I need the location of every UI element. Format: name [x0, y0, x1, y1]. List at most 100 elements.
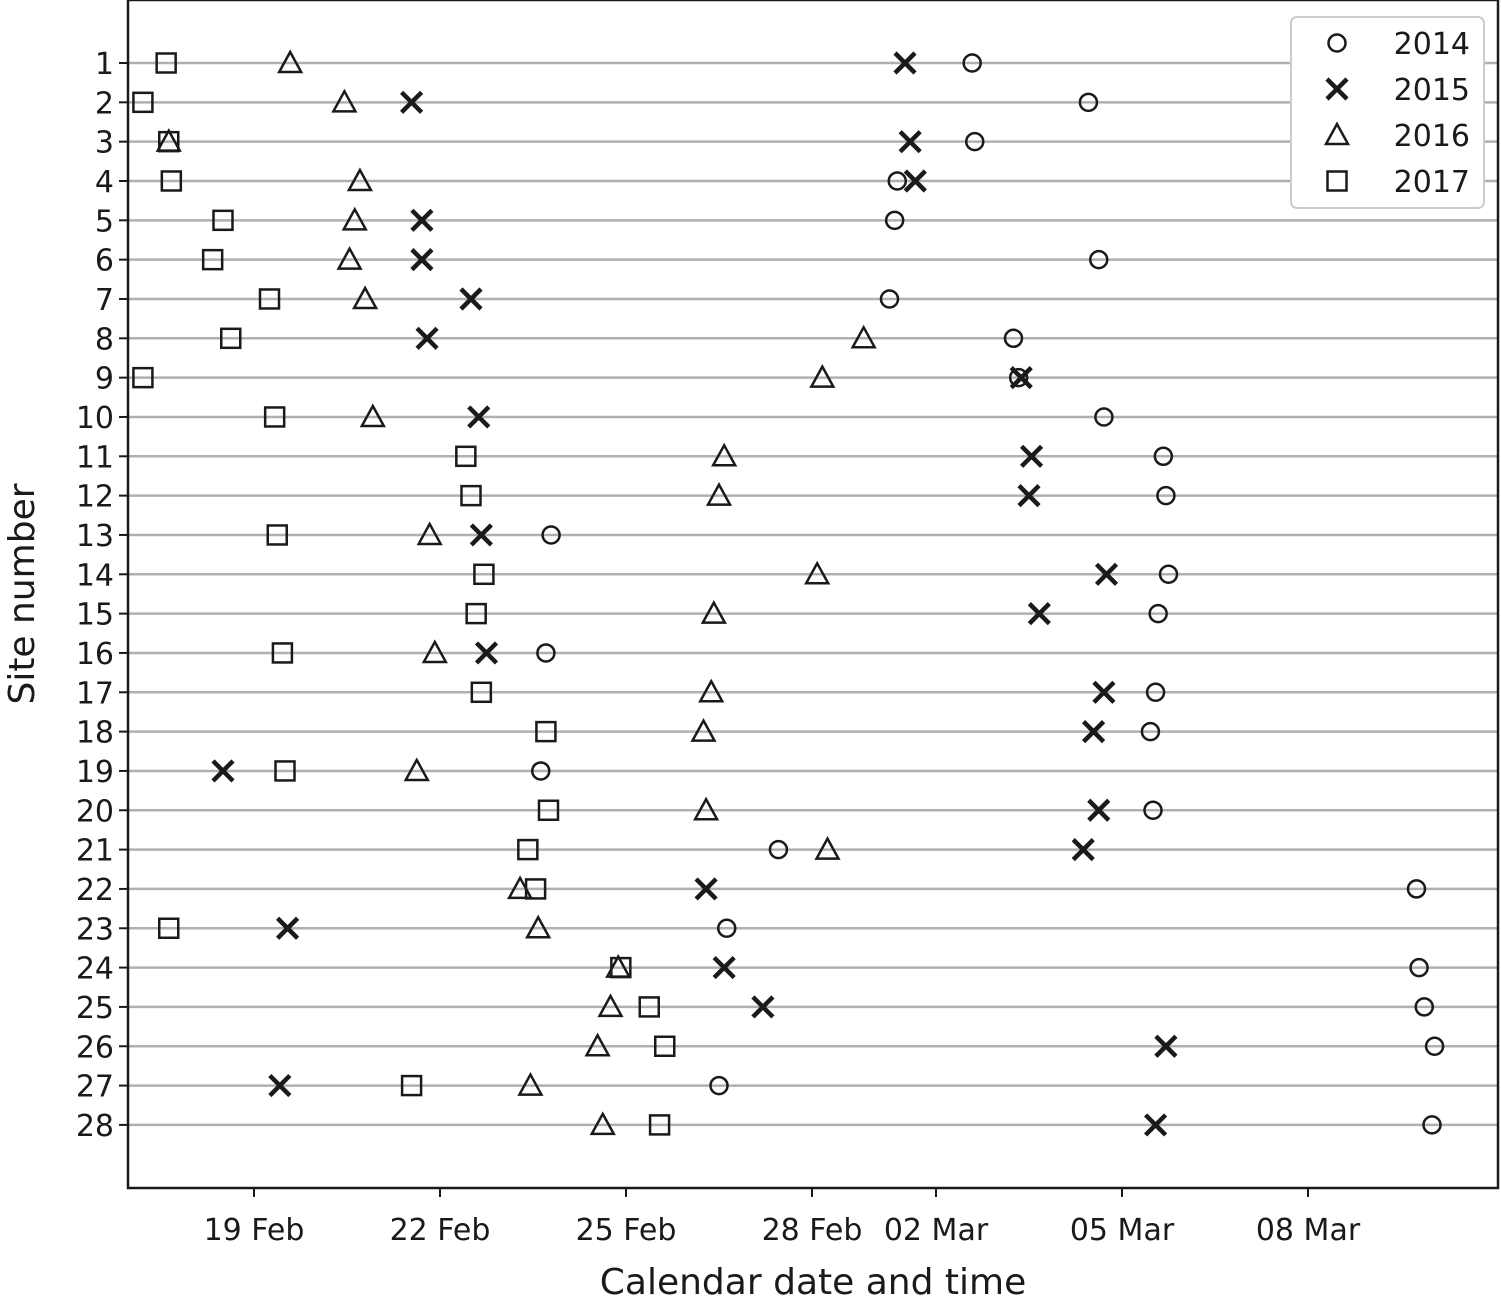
y-tick-label-24: 24	[76, 952, 114, 987]
point-2017-site-22	[524, 878, 547, 900]
point-2014-site-5	[884, 210, 905, 231]
point-2015-site-6	[410, 248, 434, 272]
point-2016-site-16	[421, 639, 448, 664]
point-2017-site-24	[610, 956, 632, 979]
point-2016-site-12	[705, 482, 733, 506]
point-2017-site-11	[455, 445, 477, 468]
x-tick-label-3: 28 Feb	[762, 1213, 863, 1248]
point-2016-site-2	[331, 88, 358, 113]
y-tick-label-28: 28	[76, 1109, 114, 1144]
point-2014-site-20	[1143, 800, 1163, 821]
y-tick-label-5: 5	[95, 204, 114, 239]
point-2015-site-5	[410, 208, 434, 232]
point-2015-site-27	[268, 1073, 292, 1098]
y-tick-label-16: 16	[76, 637, 114, 672]
x-tick-label-5: 05 Mar	[1070, 1213, 1175, 1248]
point-2017-site-18	[535, 720, 557, 743]
point-2014-site-27	[709, 1075, 729, 1096]
point-2017-site-13	[266, 524, 288, 546]
y-tick-label-1: 1	[95, 47, 114, 82]
y-tick-label-14: 14	[76, 558, 114, 593]
point-2016-site-8	[850, 324, 877, 349]
legend-marker-2015	[1325, 77, 1349, 101]
point-2015-site-16	[474, 641, 499, 665]
point-2015-site-28	[1143, 1113, 1168, 1137]
point-2015-site-25	[751, 995, 775, 1019]
point-2015-site-11	[1019, 444, 1044, 468]
y-tick-label-6: 6	[95, 244, 114, 279]
point-2017-site-12	[460, 484, 482, 507]
point-2017-site-26	[654, 1035, 676, 1057]
point-2017-site-20	[537, 799, 560, 822]
y-tick-label-8: 8	[95, 322, 114, 357]
x-axis-label: Calendar date and time	[600, 1262, 1026, 1298]
point-2017-site-25	[638, 996, 660, 1018]
point-2015-site-24	[712, 955, 736, 980]
point-2014-site-23	[717, 918, 737, 939]
legend: 2014 2015 2016 2017	[1290, 16, 1485, 209]
y-tick-label-20: 20	[76, 794, 114, 829]
point-2015-site-26	[1154, 1034, 1178, 1058]
point-2017-site-9	[132, 366, 154, 389]
point-2016-site-1	[277, 49, 304, 74]
point-2014-site-22	[1406, 879, 1427, 899]
point-2016-site-13	[416, 521, 443, 546]
y-tick-label-21: 21	[76, 834, 114, 869]
x-axis-ticks: 19 Feb 22 Feb 25 Feb 28 Feb 02 Mar 05 Mar 08 M…	[204, 1188, 1361, 1248]
point-2016-site-26	[584, 1032, 611, 1057]
point-2015-site-8	[415, 326, 439, 350]
point-2017-site-1	[155, 52, 177, 74]
legend-label-2015: 2015	[1394, 73, 1470, 108]
point-2017-site-4	[160, 170, 183, 192]
legend-marker-2017	[1326, 170, 1348, 192]
point-2017-site-7	[258, 288, 281, 310]
data-markers	[132, 49, 1445, 1137]
point-2016-site-5	[341, 206, 368, 231]
point-2015-site-19	[211, 759, 235, 783]
point-2015-site-15	[1027, 602, 1051, 626]
point-2016-site-28	[589, 1111, 616, 1136]
point-2017-site-3	[158, 130, 180, 153]
point-2014-site-21	[768, 839, 789, 860]
y-tick-label-13: 13	[76, 519, 114, 554]
y-tick-label-11: 11	[76, 440, 114, 475]
point-2017-site-17	[470, 681, 493, 704]
point-2017-site-15	[465, 602, 487, 625]
point-2014-site-18	[1140, 721, 1161, 742]
y-tick-label-10: 10	[76, 401, 114, 436]
x-tick-label-4: 02 Mar	[884, 1213, 989, 1248]
y-tick-label-2: 2	[95, 86, 114, 121]
x-tick-label-2: 25 Feb	[576, 1213, 677, 1248]
point-2014-site-9	[1008, 367, 1029, 388]
x-tick-label-0: 19 Feb	[204, 1213, 305, 1248]
y-tick-label-15: 15	[76, 598, 114, 633]
point-2015-site-23	[275, 916, 300, 940]
point-2016-site-25	[597, 993, 624, 1018]
point-2014-site-8	[1003, 328, 1024, 349]
y-tick-label-4: 4	[95, 165, 114, 200]
y-tick-label-25: 25	[76, 991, 114, 1026]
gridlines	[128, 61, 1498, 1127]
point-2017-site-2	[132, 91, 154, 114]
point-2015-site-12	[1017, 484, 1041, 508]
point-2015-site-21	[1071, 838, 1095, 862]
point-2017-site-16	[271, 642, 294, 664]
y-tick-label-7: 7	[95, 283, 114, 318]
point-2016-site-7	[351, 285, 379, 310]
point-2016-site-18	[690, 718, 717, 742]
x-tick-label-6: 08 Mar	[1256, 1213, 1361, 1248]
point-2014-site-11	[1153, 446, 1174, 467]
legend-label-2017: 2017	[1394, 165, 1470, 200]
point-2015-site-2	[399, 90, 424, 114]
y-tick-label-12: 12	[76, 480, 114, 515]
x-tick-label-1: 22 Feb	[390, 1213, 491, 1248]
point-2014-site-3	[965, 131, 985, 152]
point-2017-site-23	[158, 917, 180, 940]
point-2015-site-10	[467, 405, 491, 429]
point-2016-site-21	[814, 836, 841, 860]
point-2015-site-14	[1094, 562, 1119, 586]
point-2017-site-21	[517, 838, 539, 861]
y-tick-label-17: 17	[76, 676, 114, 711]
point-2016-site-19	[403, 757, 430, 782]
